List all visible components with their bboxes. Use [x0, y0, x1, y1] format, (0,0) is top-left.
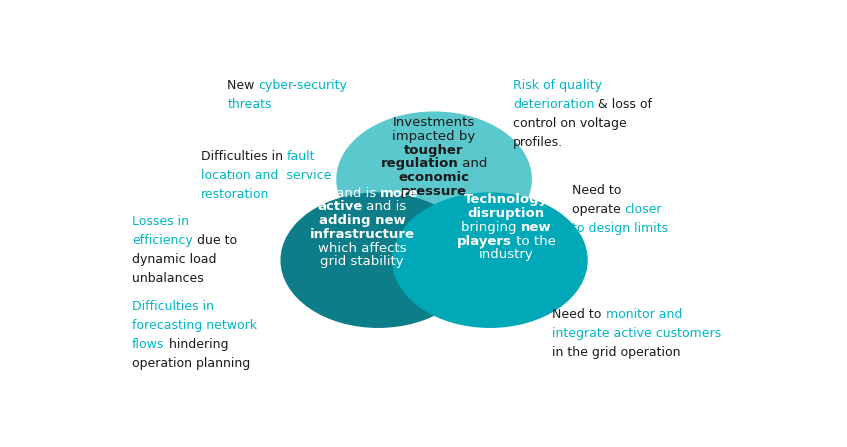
Text: tougher: tougher — [404, 143, 464, 156]
Text: Risk of quality: Risk of quality — [513, 80, 602, 93]
Text: due to: due to — [193, 234, 237, 247]
Text: new: new — [521, 221, 551, 234]
Text: Investments: Investments — [393, 116, 475, 129]
Text: players: players — [457, 235, 512, 248]
Text: profiles.: profiles. — [513, 136, 563, 149]
Text: to design limits: to design limits — [572, 222, 668, 235]
Text: Difficulties in: Difficulties in — [201, 150, 287, 163]
Text: impacted by: impacted by — [392, 130, 476, 143]
Text: bringing: bringing — [461, 221, 521, 234]
Text: efficiency: efficiency — [132, 234, 193, 247]
Ellipse shape — [393, 193, 587, 327]
Text: in the grid operation: in the grid operation — [552, 346, 681, 359]
Text: location and  service: location and service — [201, 169, 331, 182]
Text: Need to: Need to — [572, 185, 622, 198]
Text: Losses in: Losses in — [132, 215, 189, 228]
Text: industry: industry — [479, 249, 534, 261]
Text: operation planning: operation planning — [132, 357, 251, 370]
Text: forecasting network: forecasting network — [132, 319, 257, 332]
Text: grid stability: grid stability — [320, 255, 404, 268]
Ellipse shape — [281, 193, 475, 327]
Text: monitor and: monitor and — [606, 308, 682, 321]
Text: and: and — [458, 157, 488, 170]
Ellipse shape — [337, 112, 531, 246]
Text: flows: flows — [132, 337, 164, 350]
Text: to the: to the — [512, 235, 556, 248]
Text: & loss of: & loss of — [595, 98, 652, 111]
Text: and is: and is — [363, 200, 407, 213]
Text: deterioration: deterioration — [513, 98, 595, 111]
Text: control on voltage: control on voltage — [513, 117, 627, 131]
Text: regulation: regulation — [380, 157, 458, 170]
Text: Difficulties in: Difficulties in — [132, 300, 214, 313]
Text: pressure: pressure — [401, 185, 467, 198]
Text: operate: operate — [572, 203, 625, 216]
Text: active: active — [317, 200, 363, 213]
Text: integrate active customers: integrate active customers — [552, 327, 722, 340]
Text: Technology: Technology — [464, 194, 548, 207]
Text: New: New — [227, 80, 258, 93]
Text: Demand is: Demand is — [305, 186, 380, 199]
Text: disruption: disruption — [468, 207, 545, 220]
Text: more: more — [380, 186, 419, 199]
Text: fault: fault — [287, 150, 316, 163]
Text: adding new: adding new — [318, 214, 405, 227]
Text: unbalances: unbalances — [132, 272, 204, 285]
Text: infrastructure: infrastructure — [309, 228, 414, 241]
Text: hindering: hindering — [164, 337, 228, 350]
Text: cyber-security: cyber-security — [258, 80, 347, 93]
Text: closer: closer — [625, 203, 662, 216]
Text: economic: economic — [399, 171, 469, 184]
Text: restoration: restoration — [201, 188, 269, 201]
Text: which affects: which affects — [318, 242, 407, 255]
Text: Need to: Need to — [552, 308, 606, 321]
Text: threats: threats — [227, 98, 272, 111]
Text: dynamic load: dynamic load — [132, 253, 217, 266]
